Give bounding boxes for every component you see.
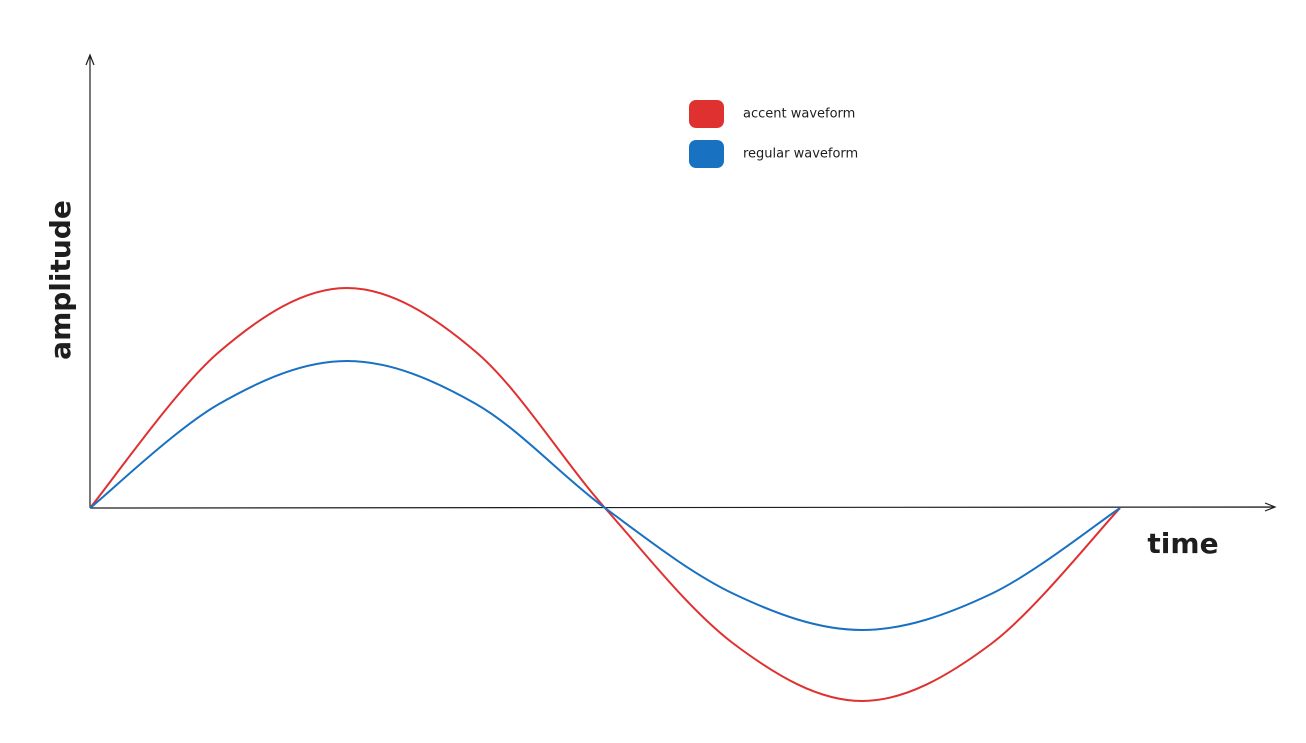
legend-swatch — [689, 140, 724, 168]
y-axis — [85, 53, 95, 508]
legend-label: accent waveform — [743, 107, 855, 122]
legend-label: regular waveform — [743, 147, 858, 162]
x-axis-label: time — [1147, 527, 1218, 560]
x-axis — [89, 502, 1277, 512]
y-axis-label: amplitude — [44, 200, 77, 360]
line-series — [89, 359, 1121, 632]
legend-swatch — [689, 100, 724, 128]
line-series — [89, 286, 1121, 703]
